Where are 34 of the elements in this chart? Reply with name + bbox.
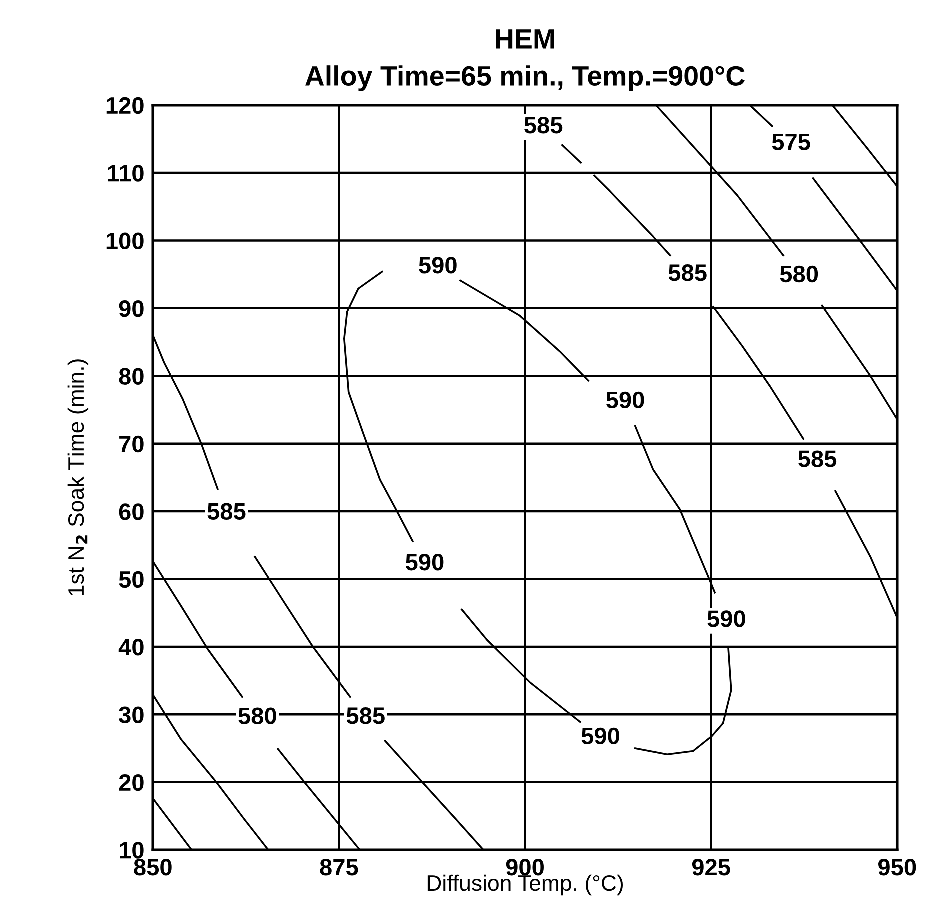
series-label: 590 [582, 728, 620, 745]
x-tick-label: 875 [320, 859, 358, 876]
x-tick-label: 925 [692, 859, 730, 876]
series-label: 580 [238, 708, 276, 724]
series-label: 585 [524, 117, 563, 134]
x-tick-label: 950 [878, 859, 916, 876]
x-axis-title: Diffusion Temp. (°C) [428, 874, 624, 896]
x-tick-label: 900 [506, 859, 544, 876]
series-label: 575 [772, 134, 810, 150]
series-label: 590 [606, 392, 644, 409]
y-tick-label: 50 [119, 571, 144, 588]
y-axis-title: 1st N$_{2}$ Soak Time (min.) [68, 360, 89, 596]
y-tick-label: 70 [120, 436, 144, 453]
y-tick-label: 40 [118, 639, 144, 656]
y-tick-label: 30 [119, 706, 144, 724]
y-tick-label: 120 [106, 97, 144, 114]
series-label: 585 [798, 450, 837, 468]
series-label: 590 [419, 257, 457, 274]
y-tick-label: 60 [119, 504, 144, 520]
chart-title: HEM [496, 30, 554, 49]
series-label: 590 [708, 610, 746, 628]
y-tick-label: 90 [119, 300, 144, 318]
y-tick-label: 100 [106, 232, 144, 250]
series-label: 590 [406, 554, 444, 571]
y-tick-label: 110 [108, 165, 144, 182]
y-tick-label: 20 [119, 774, 144, 792]
series-label: 585 [346, 708, 385, 724]
series-label: 585 [668, 264, 707, 282]
y-tick-label: 80 [119, 368, 144, 385]
series-label: 580 [780, 266, 818, 283]
y-tick-label: 10 [120, 842, 144, 859]
series-label: 585 [208, 503, 246, 520]
chart-subtitle: Alloy Time=65 min., Temp.=900°C [306, 66, 745, 92]
x-tick-label: 850 [134, 859, 172, 876]
